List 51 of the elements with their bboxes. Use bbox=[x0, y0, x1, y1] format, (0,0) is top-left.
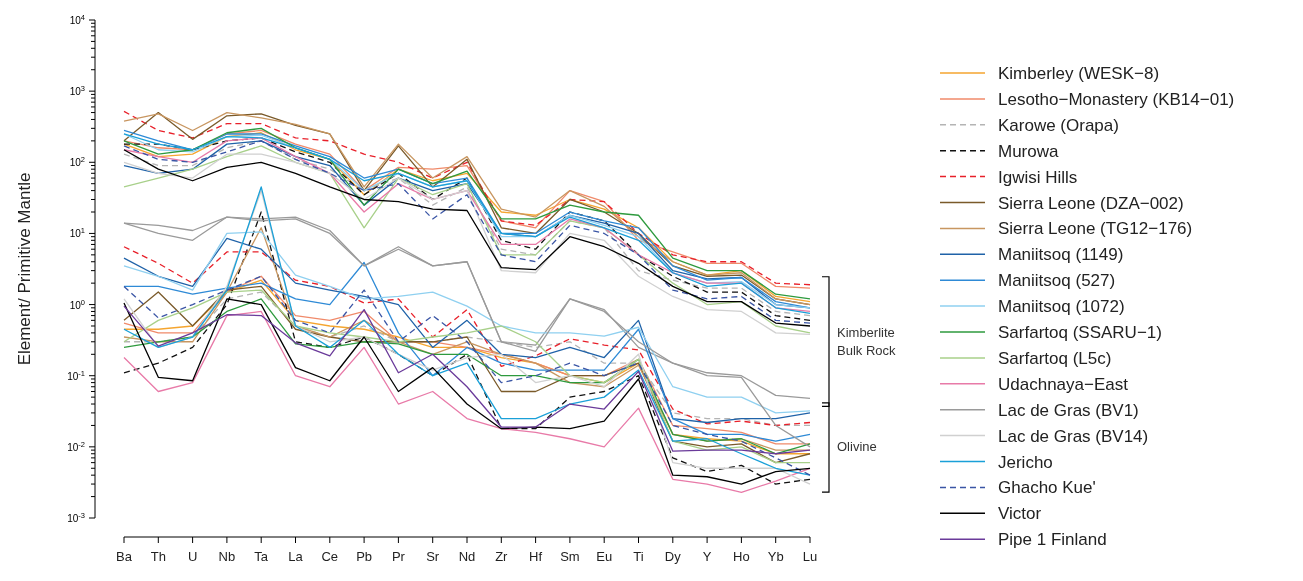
x-tick-label: Ho bbox=[733, 549, 750, 564]
y-tick-label: 10$^{-2}$ bbox=[67, 439, 85, 453]
legend-label: Jericho bbox=[998, 452, 1053, 472]
x-tick-label: U bbox=[187, 549, 198, 564]
x-tick-label: Nb bbox=[218, 549, 236, 564]
y-tick-label: 10$^{0}$ bbox=[69, 297, 85, 311]
legend-label: Kimberley (WESK−8) bbox=[998, 64, 1160, 83]
x-tick-label: Pb bbox=[356, 549, 373, 564]
x-tick-label: Ti bbox=[633, 549, 644, 564]
y-axis-title: Element/ Primitive Mantle bbox=[15, 172, 34, 366]
x-tick-label: Hf bbox=[529, 549, 543, 564]
text: Olivine bbox=[837, 439, 877, 455]
legend-label: Victor bbox=[998, 504, 1042, 524]
legend-label: Maniitsoq (527) bbox=[998, 271, 1116, 291]
y-tick-label: 10$^{3}$ bbox=[69, 83, 85, 98]
text: Kimberlite Bulk Rock bbox=[837, 324, 897, 358]
legend-label: Igwisi Hills bbox=[998, 167, 1078, 187]
y-tick-label: 10$^{2}$ bbox=[69, 154, 85, 169]
legend-label: Maniitsoq (1149) bbox=[998, 245, 1124, 265]
x-tick-label: La bbox=[288, 549, 304, 564]
legend-label: Lac de Gras (BV14) bbox=[998, 426, 1149, 446]
legend-label: Lesotho−Monastery (KB14−01) bbox=[998, 89, 1235, 109]
x-tick-label: Ba bbox=[116, 549, 133, 564]
legend-label: Murowa bbox=[998, 141, 1060, 161]
x-tick-label: Ce bbox=[321, 549, 339, 564]
x-tick-label: Pr bbox=[391, 549, 406, 564]
x-tick-label: Zr bbox=[495, 549, 509, 564]
x-tick-label: Nd bbox=[458, 549, 476, 564]
x-tick-label: Sm bbox=[560, 549, 580, 564]
legend-label: Lac de Gras (BV1) bbox=[998, 400, 1139, 420]
legend-label: Sarfartoq (L5c) bbox=[998, 348, 1112, 368]
x-tick-label: Dy bbox=[664, 549, 682, 564]
x-tick-label: Lu bbox=[802, 549, 818, 564]
x-tick-label: Th bbox=[150, 549, 166, 564]
legend-label: Karowe (Orapa) bbox=[998, 115, 1119, 135]
legend-label: Ghacho Kue' bbox=[998, 478, 1096, 498]
y-tick-label: 10$^{4}$ bbox=[69, 12, 85, 26]
x-tick-label: Y bbox=[702, 549, 712, 564]
legend-label: Sarfartoq (SSARU−1) bbox=[998, 323, 1162, 342]
x-tick-label: Yb bbox=[767, 549, 784, 564]
legend-label: Sierra Leone (TG12−176) bbox=[998, 219, 1193, 239]
y-tick-label: 10$^{-3}$ bbox=[67, 510, 85, 524]
legend-label: Maniitsoq (1072) bbox=[998, 297, 1125, 317]
x-tick-label: Sr bbox=[426, 549, 440, 564]
legend-label: Sierra Leone (DZA−002) bbox=[998, 193, 1184, 213]
y-tick-label: 10$^{1}$ bbox=[69, 225, 85, 240]
legend-label: Udachnaya−East bbox=[998, 374, 1129, 394]
legend-label: Pipe 1 Finland bbox=[998, 530, 1107, 550]
x-tick-label: Eu bbox=[596, 549, 613, 564]
x-tick-label: Ta bbox=[254, 549, 269, 564]
y-tick-label: 10$^{-1}$ bbox=[67, 368, 85, 382]
